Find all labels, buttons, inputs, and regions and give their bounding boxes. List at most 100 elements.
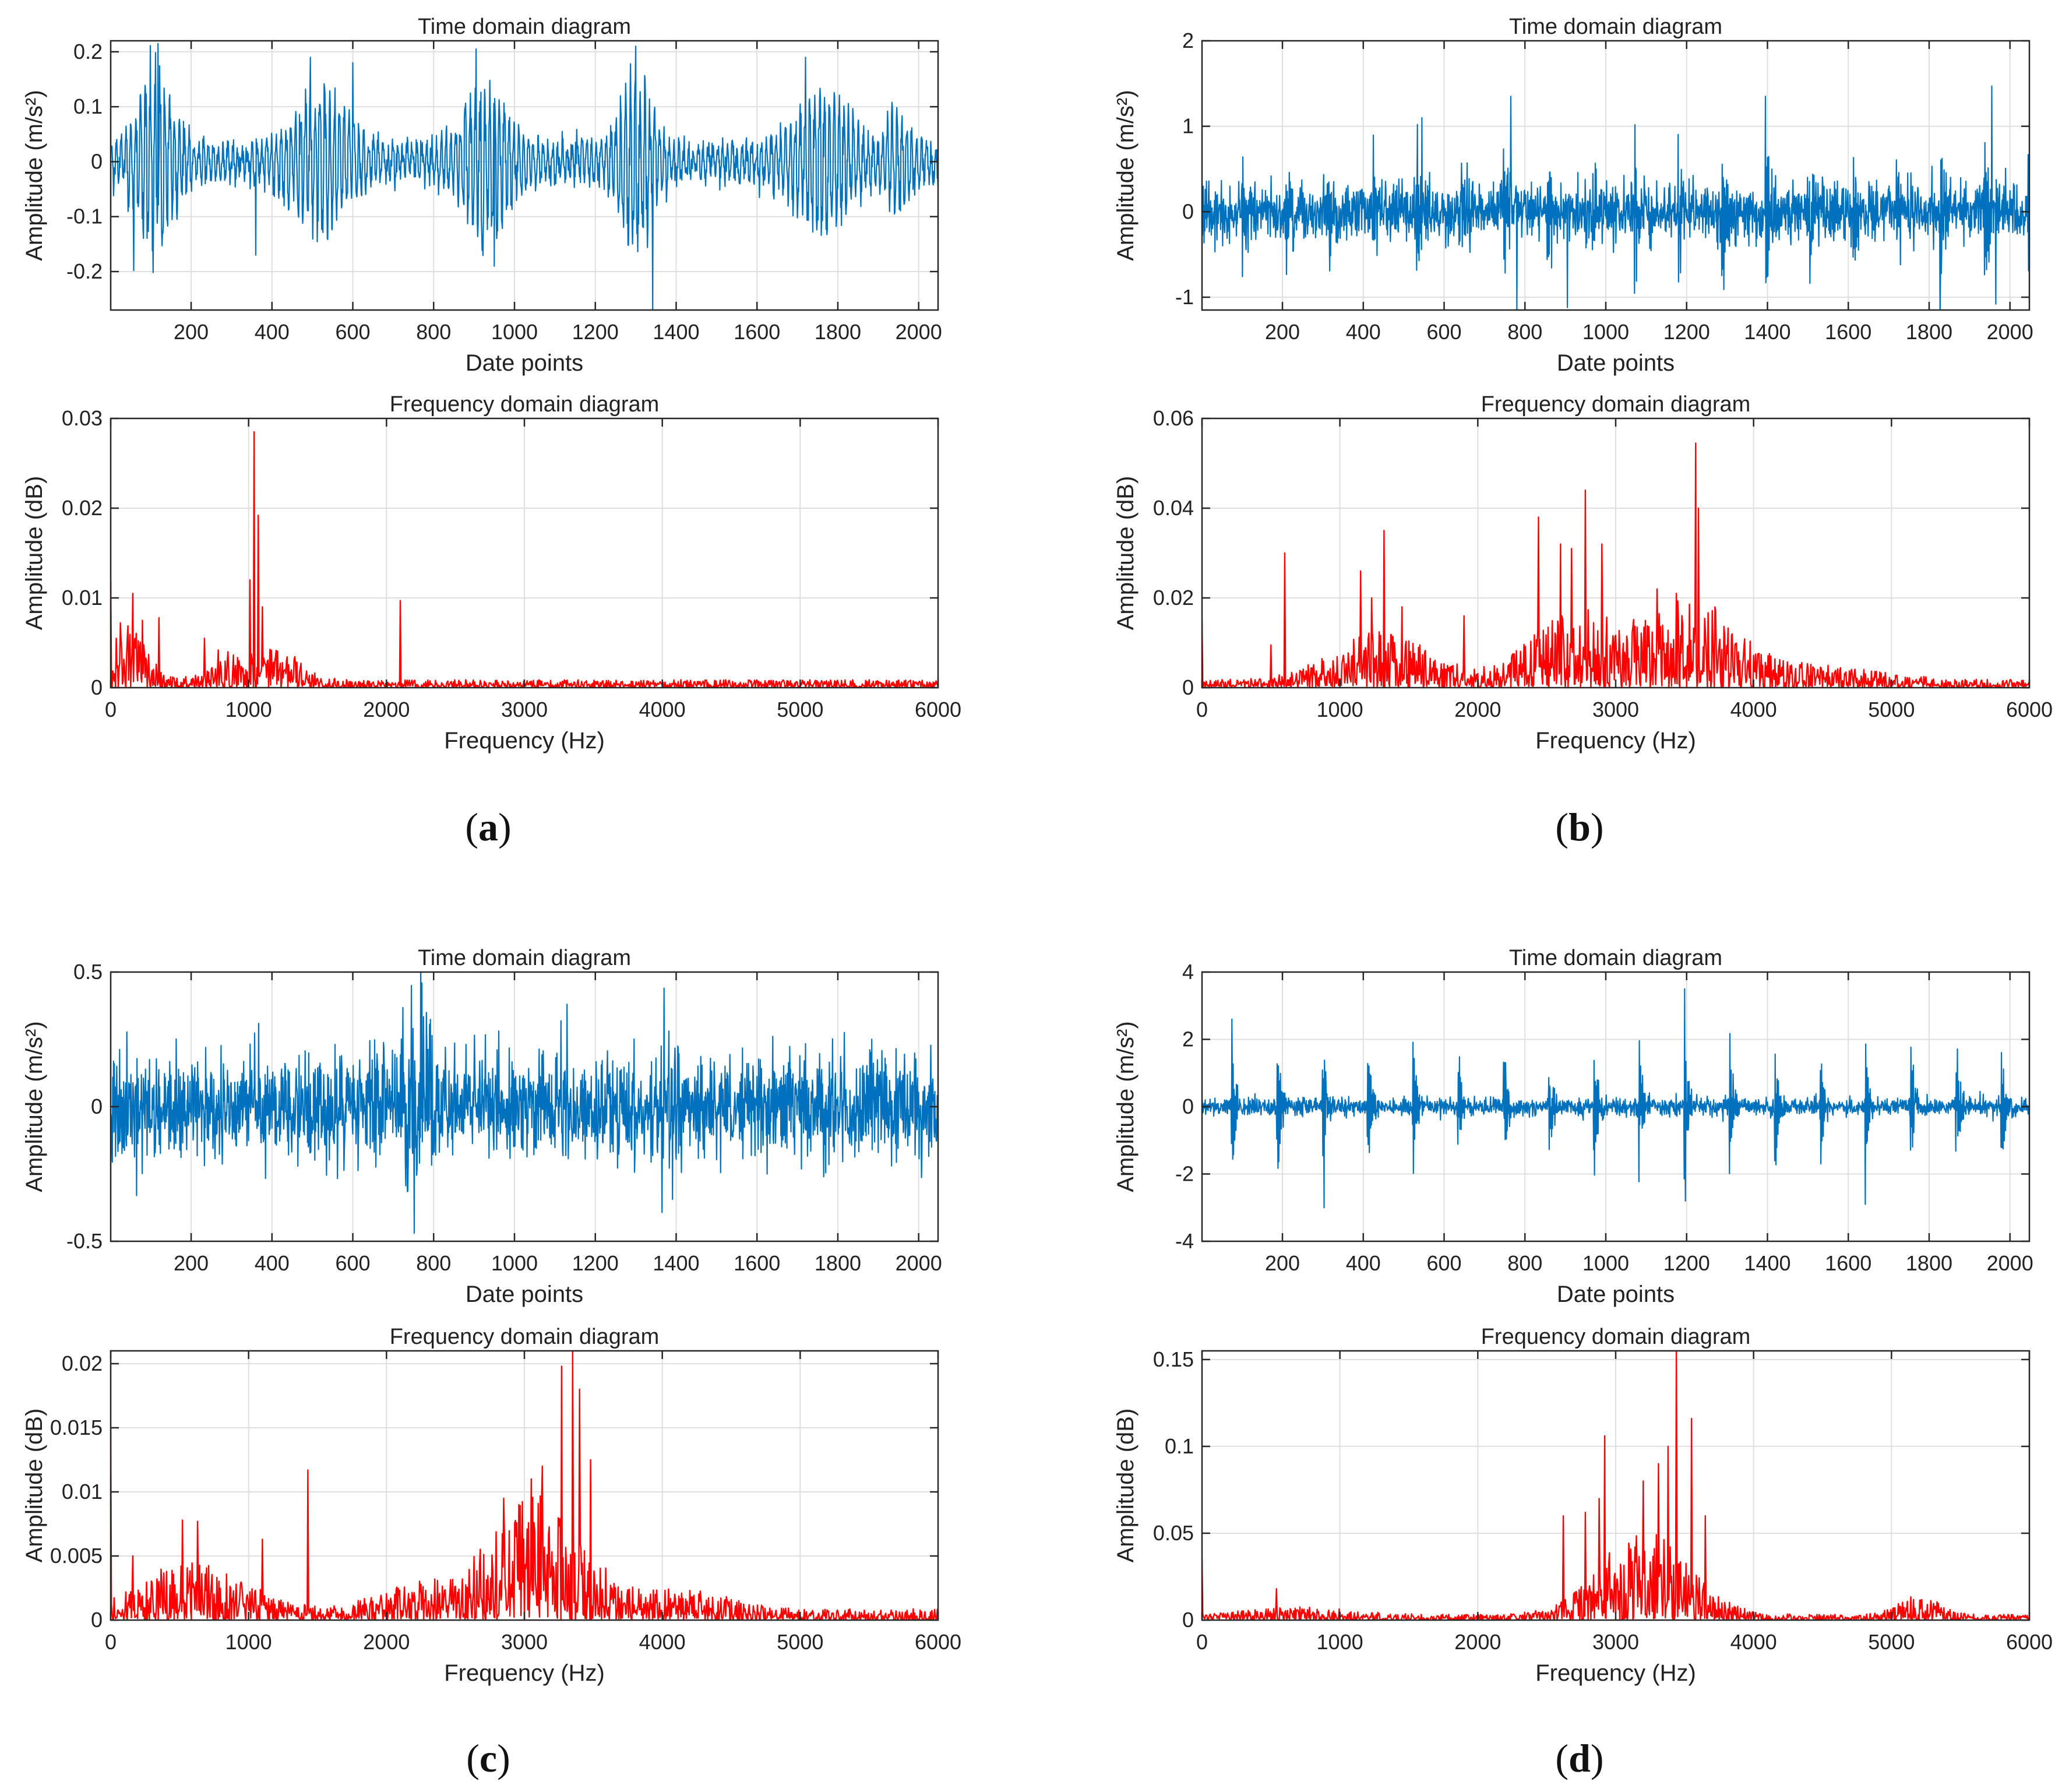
x-tick-label: 2000 [363, 698, 410, 721]
y-tick-label: 0 [91, 675, 103, 699]
x-tick-label: 800 [1507, 1251, 1542, 1275]
x-tick-label: 1600 [1825, 320, 1871, 344]
y-tick-label: 0.005 [50, 1544, 103, 1568]
x-tick-label: 6000 [915, 698, 961, 721]
caption-b: (b) [1555, 805, 1604, 849]
x-tick-label: 1000 [491, 320, 538, 344]
x-tick-label: 1600 [734, 320, 780, 344]
x-tick-label: 1400 [653, 1251, 699, 1275]
y-tick-label: 1 [1182, 114, 1194, 138]
y-tick-label: 0 [91, 1608, 103, 1632]
y-tick-label: 0 [91, 1094, 103, 1118]
y-tick-label: -4 [1175, 1229, 1194, 1253]
y-tick-label: -1 [1175, 285, 1194, 309]
x-tick-label: 1800 [815, 320, 861, 344]
x-tick-label: 4000 [639, 1630, 686, 1654]
y-tick-label: 0.02 [62, 496, 103, 520]
y-axis-label: Amplitude (m/s²) [22, 90, 47, 260]
y-axis-label: Amplitude (m/s²) [1113, 1021, 1138, 1192]
chart-panel-a-time: 200 400 600 800 1000 1200 1400 1600 1800 2000 -0.2… [22, 15, 942, 376]
x-tick-label: 1600 [734, 1251, 780, 1275]
y-tick-label: 0 [91, 149, 103, 173]
y-tick-label: 0.5 [73, 960, 103, 984]
y-tick-label: -0.1 [66, 205, 103, 228]
x-tick-label: 600 [335, 320, 370, 344]
y-axis-label: Amplitude (dB) [22, 1409, 47, 1563]
y-tick-label: 0.06 [1153, 406, 1194, 430]
y-tick-label: 0 [1182, 675, 1194, 699]
y-tick-label: 0 [1182, 1608, 1194, 1632]
plot-area [1202, 41, 2029, 310]
x-tick-label: 1800 [1906, 1251, 1952, 1275]
y-tick-label: -0.2 [66, 259, 103, 283]
x-tick-label: 1000 [1582, 320, 1629, 344]
x-tick-label: 1200 [1663, 320, 1710, 344]
x-tick-label: 5000 [777, 1630, 823, 1654]
chart-panel-c-time: 200 400 600 800 1000 1200 1400 1600 1800 2000 -0.5… [22, 946, 942, 1307]
y-tick-label: 2 [1182, 1027, 1194, 1051]
x-axis-label: Frequency (Hz) [444, 1660, 605, 1686]
x-tick-label: 5000 [1868, 1630, 1915, 1654]
time-series-line [111, 43, 938, 310]
y-axis-label: Amplitude (m/s²) [1113, 90, 1138, 260]
y-tick-label: 0.1 [73, 94, 103, 118]
x-axis-label: Date points [1557, 1281, 1675, 1307]
x-tick-label: 200 [174, 320, 209, 344]
chart-title: Frequency domain diagram [1481, 1325, 1751, 1349]
chart-panel-b-frequency: 0 1000 2000 3000 4000 5000 6000 0 0.02 0.04 0.06 Fr… [1113, 392, 2053, 754]
x-tick-label: 1000 [225, 698, 272, 721]
y-tick-label: -0.5 [66, 1229, 103, 1253]
y-tick-label: 0 [1182, 199, 1194, 223]
chart-title: Time domain diagram [418, 946, 631, 970]
axes-box [1201, 40, 2031, 311]
x-tick-label: 3000 [501, 1630, 548, 1654]
x-tick-label: 1200 [572, 1251, 619, 1275]
x-tick-label: 400 [255, 1251, 290, 1275]
chart-panel-d-frequency: 0 1000 2000 3000 4000 5000 6000 0 0.05 0.1 0.15 Fre… [1113, 1325, 2053, 1686]
x-axis-label: Frequency (Hz) [1535, 728, 1696, 754]
x-tick-label: 800 [416, 320, 451, 344]
y-axis-label: Amplitude (dB) [1113, 1409, 1138, 1563]
y-tick-label: 0.15 [1153, 1347, 1194, 1371]
x-tick-label: 3000 [501, 698, 548, 721]
y-tick-label: 4 [1182, 960, 1194, 984]
chart-title: Time domain diagram [418, 15, 631, 39]
time-series-line [1202, 988, 2029, 1209]
y-axis-label: Amplitude (m/s²) [22, 1021, 47, 1192]
chart-title: Frequency domain diagram [390, 1325, 660, 1349]
x-axis-label: Date points [466, 1281, 583, 1307]
x-tick-label: 1000 [491, 1251, 538, 1275]
x-tick-label: 1400 [1744, 320, 1790, 344]
y-tick-label: 0.01 [62, 586, 103, 610]
x-tick-label: 4000 [1730, 698, 1777, 721]
x-tick-label: 3000 [1592, 1630, 1639, 1654]
x-tick-label: 1000 [225, 1630, 272, 1654]
x-tick-label: 4000 [639, 698, 686, 721]
x-tick-label: 600 [335, 1251, 370, 1275]
time-series-line [1202, 85, 2029, 310]
y-tick-label: 0.01 [62, 1480, 103, 1504]
x-tick-label: 1400 [1744, 1251, 1790, 1275]
x-tick-label: 6000 [2006, 1630, 2053, 1654]
x-tick-label: 1600 [1825, 1251, 1871, 1275]
y-tick-label: 0.03 [62, 406, 103, 430]
y-tick-label: 0.02 [1153, 586, 1194, 610]
y-tick-label: 2 [1182, 29, 1194, 52]
time-series-line [111, 972, 938, 1234]
x-tick-label: 2000 [896, 1251, 942, 1275]
x-tick-label: 0 [1196, 698, 1208, 721]
chart-panel-a-frequency: 0 1000 2000 3000 4000 5000 6000 0 0.01 0.02 0.03 Fr… [22, 392, 961, 754]
y-axis-label: Amplitude (dB) [22, 476, 47, 631]
x-tick-label: 1200 [572, 320, 619, 344]
y-tick-label: -2 [1175, 1162, 1194, 1186]
x-tick-label: 4000 [1730, 1630, 1777, 1654]
x-axis-label: Frequency (Hz) [1535, 1660, 1696, 1686]
x-tick-label: 2000 [1454, 698, 1501, 721]
y-tick-label: 0.05 [1153, 1521, 1194, 1545]
x-tick-label: 2000 [1454, 1630, 1501, 1654]
x-tick-label: 200 [1265, 1251, 1300, 1275]
axes-box [110, 40, 939, 311]
x-tick-label: 1000 [1317, 698, 1363, 721]
x-tick-label: 400 [1346, 1251, 1381, 1275]
plot-area [111, 41, 938, 310]
